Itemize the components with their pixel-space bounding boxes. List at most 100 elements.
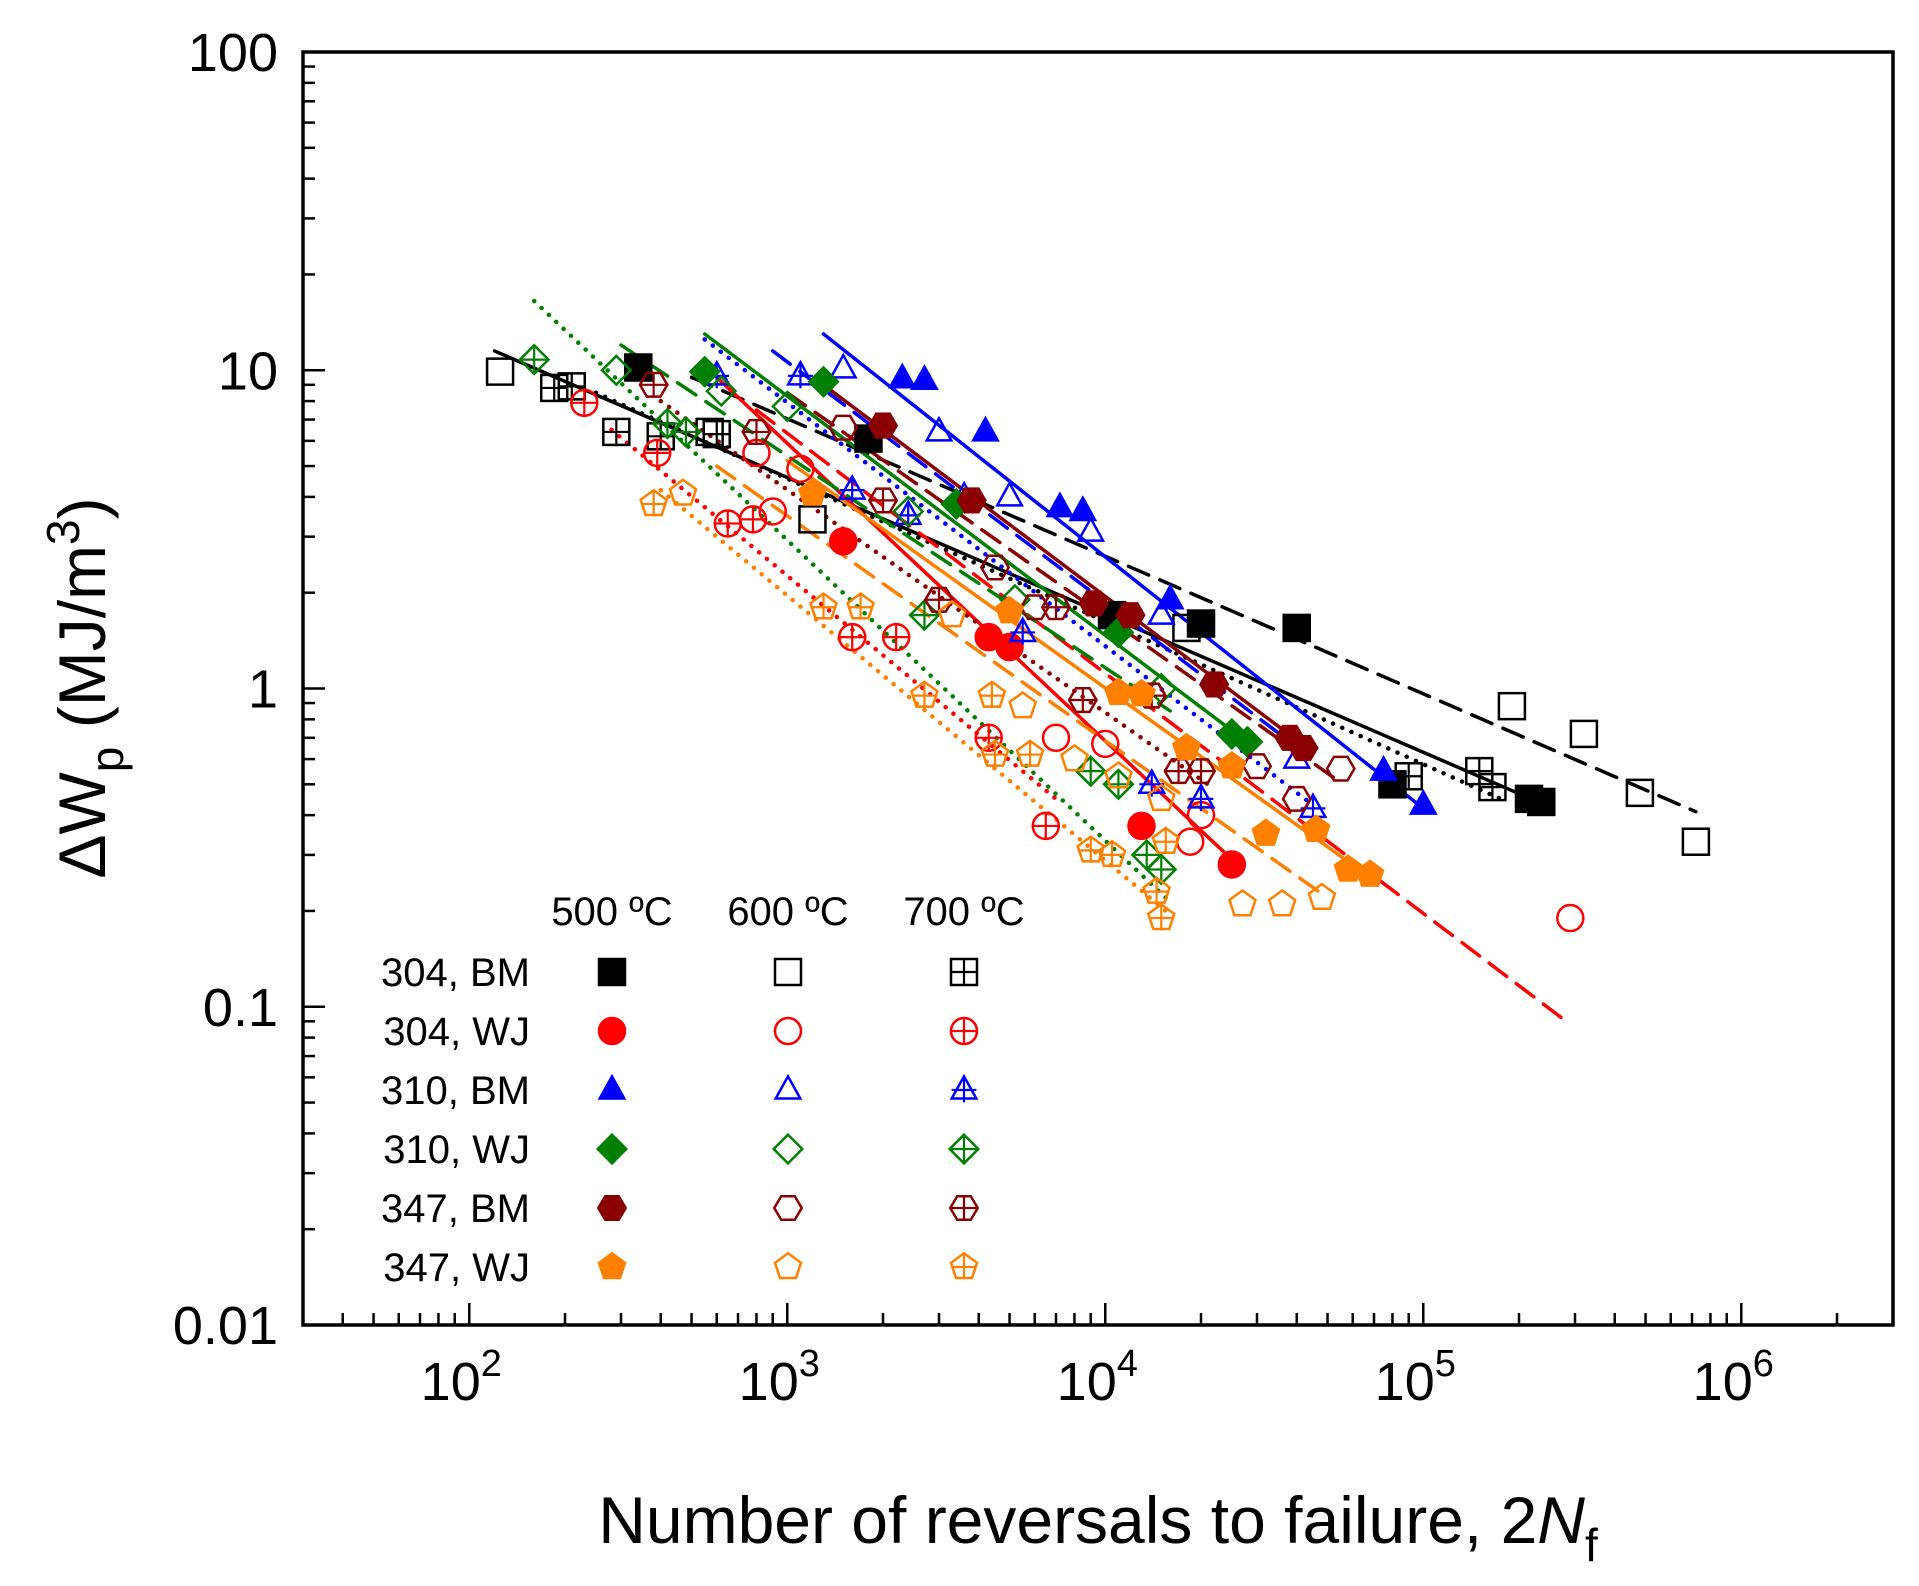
data-point (1241, 753, 1273, 780)
data-point (798, 505, 827, 534)
data-point (837, 473, 867, 503)
data-point (1091, 729, 1120, 759)
legend-temp-700: 700 ºC (903, 890, 1024, 934)
data-point (971, 415, 1000, 442)
data-point (786, 359, 815, 389)
data-point (786, 454, 815, 484)
y-axis-title: ΔWp (MJ/m3) (37, 497, 133, 878)
data-point (1301, 814, 1331, 842)
data-point (979, 554, 1011, 581)
data-point (600, 354, 633, 387)
legend-marker (596, 1194, 628, 1222)
fit-line (785, 390, 1345, 787)
fit-line (714, 464, 1330, 900)
data-point (910, 364, 939, 391)
data-point (1103, 677, 1133, 705)
data-point (1408, 788, 1438, 815)
data-point (485, 357, 515, 386)
data-point (1527, 787, 1556, 817)
data-point (1078, 590, 1109, 617)
data-point (1103, 761, 1133, 789)
legend-marker (773, 1016, 803, 1046)
data-point (668, 478, 698, 506)
x-tick-label: 103 (739, 1343, 820, 1412)
y-tick-label: 0.1 (203, 978, 278, 1038)
y-tick-label: 100 (188, 23, 278, 83)
legend-label-304-wj: 304, WJ (383, 1010, 530, 1054)
data-point (867, 487, 899, 514)
data-point (1267, 888, 1297, 917)
legend-marker (948, 1194, 980, 1222)
legend-marker (949, 1251, 979, 1280)
data-point (881, 622, 911, 652)
legend-marker (773, 1251, 803, 1280)
data-point (1015, 739, 1045, 767)
legend-marker (772, 1194, 804, 1222)
data-point (807, 365, 840, 398)
legend-marker (773, 957, 803, 987)
data-point (1251, 818, 1281, 846)
data-point (1115, 602, 1146, 629)
data-point (713, 509, 743, 538)
data-point (1076, 515, 1106, 542)
x-axis-title: Number of reversals to failure, 2Nf (598, 1483, 1598, 1571)
data-point (705, 375, 738, 408)
legend-label-310-wj: 310, WJ (383, 1128, 530, 1172)
legend-marker (773, 1073, 803, 1100)
data-point (518, 343, 551, 376)
data-point (1217, 750, 1247, 779)
fit-line (658, 398, 1210, 787)
data-point (1333, 854, 1363, 882)
data-point (1281, 785, 1312, 812)
legend: 500 ºC 600 ºC 700 ºC 304, BM 304, WJ 310… (381, 890, 1025, 1290)
data-point (1151, 826, 1181, 855)
y-tick-label: 0.01 (173, 1296, 278, 1356)
data-point (738, 505, 768, 534)
x-tick-label: 106 (1693, 1343, 1774, 1412)
data-point (1146, 783, 1176, 812)
data-point (809, 592, 838, 620)
data-point (1045, 491, 1075, 518)
data-point (688, 355, 721, 388)
data-point (1097, 839, 1127, 868)
data-point (887, 362, 917, 389)
fit-line (658, 487, 1169, 914)
legend-marker (597, 1016, 627, 1046)
data-point (1681, 827, 1711, 856)
data-point (1171, 732, 1201, 761)
legend-temp-500: 500 ºC (551, 890, 672, 934)
legend-label-310-bm: 310, BM (381, 1069, 530, 1113)
fit-line (770, 349, 1315, 761)
data-point (602, 417, 631, 447)
legend-temp-600: 600 ºC (727, 890, 848, 934)
data-point (1127, 811, 1156, 841)
data-point (1008, 690, 1038, 719)
data-point (1355, 859, 1385, 887)
plot-frame (301, 50, 1895, 1327)
data-point (1288, 734, 1319, 762)
data-point (1172, 613, 1201, 643)
axis-ticks (301, 50, 1895, 1327)
legend-marker (949, 1016, 979, 1046)
data-point (771, 390, 804, 423)
fit-line (785, 458, 1376, 882)
legend-marker (947, 1132, 981, 1166)
fit-line (702, 332, 1255, 748)
data-point (1040, 594, 1072, 621)
data-point (980, 739, 1010, 767)
data-point (977, 680, 1007, 708)
data-point (846, 592, 876, 620)
fit-line (702, 337, 1316, 808)
data-point (937, 599, 967, 628)
data-point (1175, 827, 1205, 856)
data-point (638, 371, 669, 398)
data-point (651, 407, 684, 440)
data-point (837, 622, 867, 652)
data-point (909, 680, 939, 708)
legend-label-347-bm: 347, BM (381, 1187, 530, 1231)
data-point (1497, 691, 1527, 721)
data-point (624, 353, 653, 382)
legend-marker (771, 1132, 805, 1166)
legend-marker (595, 1132, 629, 1166)
data-point (1231, 725, 1264, 758)
